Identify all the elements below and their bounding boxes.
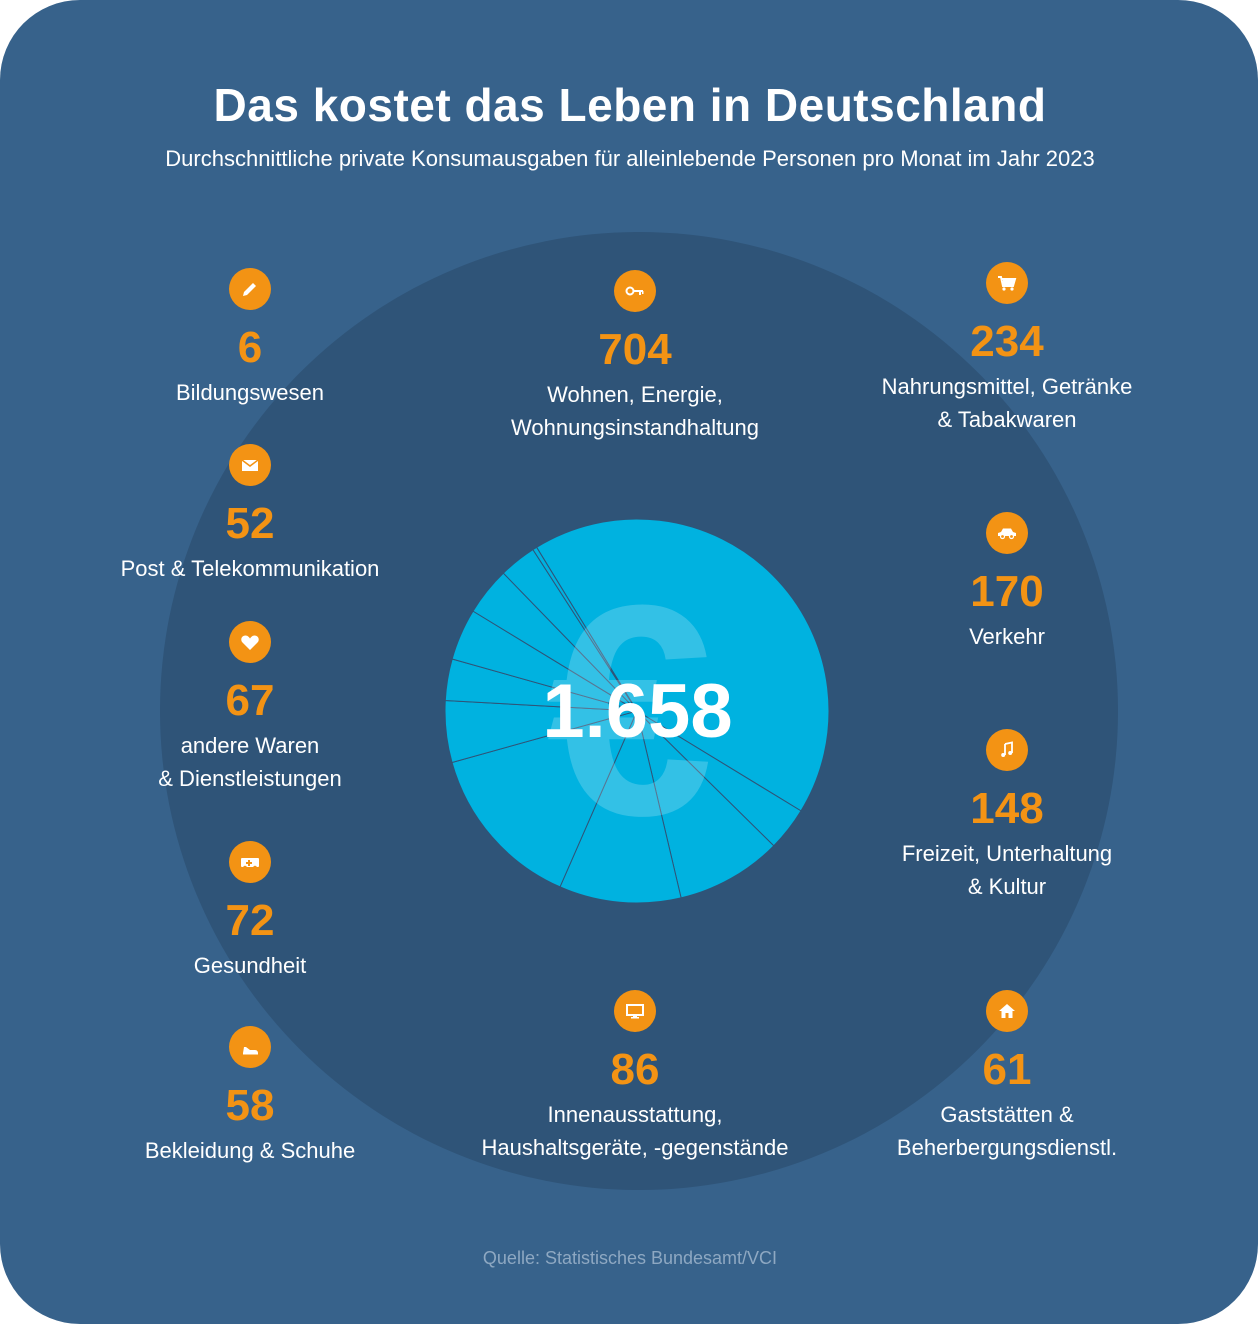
item-freizeit: 148 Freizeit, Unterhaltung & Kultur <box>817 729 1197 903</box>
total-value: 1.658 <box>445 664 830 760</box>
item-label: Post & Telekommunikation <box>60 552 440 585</box>
item-label: Bildungswesen <box>60 376 440 409</box>
item-label: Freizeit, Unterhaltung & Kultur <box>817 837 1197 903</box>
item-value: 61 <box>817 1044 1197 1096</box>
key-icon <box>614 270 656 312</box>
cart-icon <box>986 262 1028 304</box>
item-value: 52 <box>60 498 440 550</box>
item-label: Nahrungsmittel, Getränke & Tabakwaren <box>817 370 1197 436</box>
source-note: Quelle: Statistisches Bundesamt/VCI <box>0 1248 1260 1269</box>
item-bildungswesen: 6 Bildungswesen <box>60 268 440 409</box>
ambulance-icon <box>229 841 271 883</box>
item-value: 234 <box>817 316 1197 368</box>
item-value: 170 <box>817 566 1197 618</box>
car-icon <box>986 512 1028 554</box>
monitor-icon <box>614 990 656 1032</box>
item-label: Innenausstattung, Haushaltsgeräte, -gege… <box>445 1098 825 1164</box>
house-icon <box>986 990 1028 1032</box>
item-gesundheit: 72 Gesundheit <box>60 841 440 982</box>
item-gaststaetten: 61 Gaststätten & Beherbergungsdienstl. <box>817 990 1197 1164</box>
item-label: andere Waren & Dienstleistungen <box>60 729 440 795</box>
item-label: Bekleidung & Schuhe <box>60 1134 440 1167</box>
item-value: 86 <box>445 1044 825 1096</box>
item-value: 704 <box>445 324 825 376</box>
pencil-icon <box>229 268 271 310</box>
item-innenausstattung: 86 Innenausstattung, Haushaltsgeräte, -g… <box>445 990 825 1164</box>
item-value: 148 <box>817 783 1197 835</box>
item-value: 58 <box>60 1080 440 1132</box>
item-value: 6 <box>60 322 440 374</box>
shoe-icon <box>229 1026 271 1068</box>
item-bekleidung-schuhe: 58 Bekleidung & Schuhe <box>60 1026 440 1167</box>
heart-icon <box>229 621 271 663</box>
item-nahrungsmittel: 234 Nahrungsmittel, Getränke & Tabakware… <box>817 262 1197 436</box>
envelope-icon <box>229 444 271 486</box>
item-value: 72 <box>60 895 440 947</box>
item-andere-waren: 67 andere Waren & Dienstleistungen <box>60 621 440 795</box>
item-post-telekommunikation: 52 Post & Telekommunikation <box>60 444 440 585</box>
music-icon <box>986 729 1028 771</box>
item-label: Wohnen, Energie, Wohnungsinstandhaltung <box>445 378 825 444</box>
item-wohnen: 704 Wohnen, Energie, Wohnungsinstandhalt… <box>445 270 825 444</box>
item-value: 67 <box>60 675 440 727</box>
item-label: Verkehr <box>817 620 1197 653</box>
item-verkehr: 170 Verkehr <box>817 512 1197 653</box>
item-label: Gesundheit <box>60 949 440 982</box>
item-label: Gaststätten & Beherbergungsdienstl. <box>817 1098 1197 1164</box>
